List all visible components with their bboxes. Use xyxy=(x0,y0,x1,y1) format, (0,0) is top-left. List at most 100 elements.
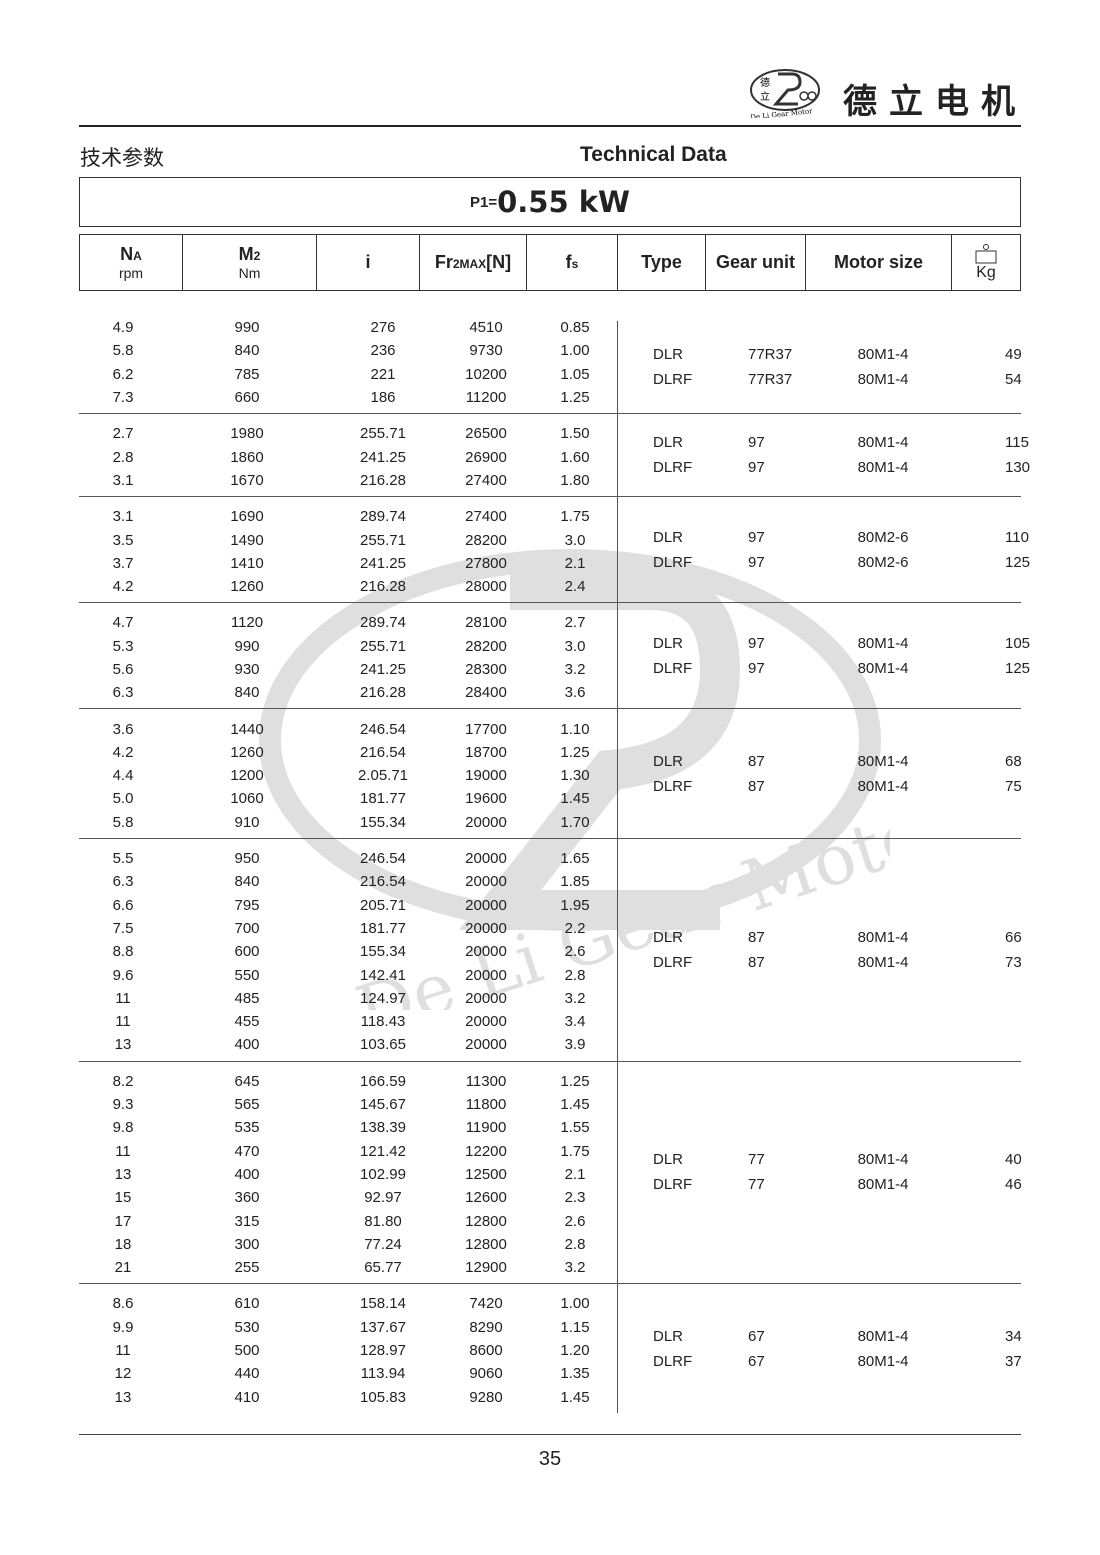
cell-na: 6.2 xyxy=(112,365,134,383)
svg-text:德: 德 xyxy=(760,76,770,89)
cell-na: 8.6 xyxy=(112,1295,134,1313)
cell-fr: 28100 xyxy=(465,614,507,632)
brand-logo: 德 立 De Li Gear Motor xyxy=(750,69,820,118)
cell-m2: 565 xyxy=(234,1096,260,1114)
table-row: 5.8 910 155.34 20000 1.70 xyxy=(79,811,617,834)
cell-i: 118.43 xyxy=(360,1013,406,1031)
cell-m2: 1260 xyxy=(230,578,264,596)
rating-rows: 2.7 1980 255.71 26500 1.50 2.8 1860 241.25 26900… xyxy=(79,414,617,496)
cell-na: 5.0 xyxy=(112,790,134,808)
cell-weight: 110 xyxy=(1005,528,1029,546)
cell-gear-unit: 87 xyxy=(748,953,765,971)
row-group: 4.7 1120 289.74 28100 2.7 5.3 990 255.71 28200 3.… xyxy=(79,603,1030,710)
cell-motor-size: 80M1-4 xyxy=(857,953,909,971)
cell-fs: 1.75 xyxy=(560,508,590,526)
cell-fr: 28000 xyxy=(465,578,507,596)
cell-m2: 1060 xyxy=(230,790,264,808)
table-row: 8.8 600 155.34 20000 2.6 xyxy=(79,940,617,963)
cell-gear-unit: 97 xyxy=(748,634,765,652)
rating-rows: 3.1 1690 289.74 27400 1.75 3.5 1490 255.71 28200… xyxy=(79,497,617,602)
cell-fs: 3.4 xyxy=(564,1013,586,1031)
cell-fs: 1.45 xyxy=(560,790,590,808)
cell-weight: 40 xyxy=(1005,1151,1022,1169)
cell-type: DLR xyxy=(653,346,684,364)
cell-i: 113.94 xyxy=(360,1365,406,1383)
table-row: 5.0 1060 181.77 19600 1.45 xyxy=(79,787,617,810)
cell-m2: 795 xyxy=(234,896,260,914)
table-row: 4.2 1260 216.54 18700 1.25 xyxy=(79,741,617,764)
cell-type: DLR xyxy=(653,634,684,652)
cell-i: 289.74 xyxy=(360,508,406,526)
col-m2: M2 Nm xyxy=(183,235,317,290)
cell-m2: 1200 xyxy=(230,767,264,785)
table-header: NA rpm M2 Nm i Fr2MAX[N] fs Type Gear unit… xyxy=(79,234,1021,291)
cell-na: 9.9 xyxy=(112,1318,134,1336)
cell-fr: 20000 xyxy=(465,989,507,1007)
cell-i: 181.77 xyxy=(360,919,406,937)
cell-na: 9.3 xyxy=(112,1096,134,1114)
cell-weight: 73 xyxy=(1005,953,1022,971)
table-row: 5.5 950 246.54 20000 1.65 xyxy=(79,847,617,870)
cell-type: DLR xyxy=(653,928,684,946)
cell-fr: 26500 xyxy=(465,425,507,443)
cell-fs: 3.0 xyxy=(564,637,586,655)
cell-i: 121.42 xyxy=(360,1142,406,1160)
cell-na: 11 xyxy=(115,1013,131,1031)
spec-line: DLRF 97 80M1-4 125 xyxy=(618,656,1032,681)
cell-m2: 1980 xyxy=(230,425,264,443)
cell-i: 124.97 xyxy=(360,989,406,1007)
cell-fs: 2.4 xyxy=(564,578,586,596)
cell-type: DLRF xyxy=(653,1176,693,1194)
cell-fs: 1.25 xyxy=(560,743,590,761)
cell-fs: 2.3 xyxy=(564,1189,586,1207)
cell-fs: 1.20 xyxy=(560,1342,590,1360)
cell-weight: 125 xyxy=(1005,659,1031,677)
cell-na: 8.2 xyxy=(112,1072,134,1090)
cell-i: 137.67 xyxy=(360,1318,406,1336)
cell-na: 7.5 xyxy=(112,919,134,937)
cell-fr: 8290 xyxy=(469,1318,503,1336)
cell-fr: 11800 xyxy=(465,1096,507,1114)
cell-na: 4.9 xyxy=(112,319,134,337)
cell-gear-unit: 97 xyxy=(748,434,765,452)
cell-fs: 1.15 xyxy=(560,1318,590,1336)
row-group: 5.5 950 246.54 20000 1.65 6.3 840 216.54 20000 1.… xyxy=(79,838,1022,1062)
cell-m2: 700 xyxy=(234,919,260,937)
cell-type: DLR xyxy=(653,1327,684,1345)
cell-fr: 20000 xyxy=(465,850,507,868)
col-i: i xyxy=(317,235,420,290)
row-group: 3.1 1690 289.74 27400 1.75 3.5 1490 255.71 28200… xyxy=(79,497,1030,604)
cell-m2: 455 xyxy=(234,1013,260,1031)
cell-fs: 3.9 xyxy=(564,1036,586,1054)
cell-fr: 9730 xyxy=(469,342,503,360)
cell-fr: 28200 xyxy=(465,637,507,655)
cell-fs: 1.50 xyxy=(560,425,590,443)
cell-weight: 37 xyxy=(1005,1352,1022,1370)
cell-fs: 1.00 xyxy=(560,1295,590,1313)
spec-block: DLR 67 80M1-4 34 DLRF 67 80M1-4 37 xyxy=(617,1284,1032,1413)
cell-fs: 1.95 xyxy=(560,896,590,914)
cell-fr: 28400 xyxy=(465,684,507,702)
cell-fs: 1.45 xyxy=(560,1388,590,1406)
spec-line: DLR 97 80M2-6 110 xyxy=(618,525,1032,550)
table-row: 11 500 128.97 8600 1.20 xyxy=(79,1339,617,1362)
rating-rows: 4.7 1120 289.74 28100 2.7 5.3 990 255.71 28200 3.… xyxy=(79,603,617,708)
spec-block: DLR 87 80M1-4 66 DLRF 87 80M1-4 73 xyxy=(617,838,1032,1061)
spec-block: DLR 77 80M1-4 40 DLRF 77 80M1-4 46 xyxy=(617,1061,1032,1284)
cell-fs: 1.25 xyxy=(560,1072,590,1090)
cell-m2: 910 xyxy=(234,813,260,831)
cell-m2: 1410 xyxy=(230,554,264,572)
cell-m2: 1120 xyxy=(230,614,264,632)
cell-i: 65.77 xyxy=(364,1259,402,1277)
title-cn: 技术参数 xyxy=(80,147,164,170)
spec-line: DLR 87 80M1-4 66 xyxy=(618,925,1032,950)
table-row: 6.3 840 216.54 20000 1.85 xyxy=(79,870,617,893)
cell-i: 105.83 xyxy=(360,1388,406,1406)
cell-motor-size: 80M1-4 xyxy=(857,777,909,795)
cell-i: 155.34 xyxy=(360,943,406,961)
cell-motor-size: 80M2-6 xyxy=(857,528,909,546)
cell-fs: 1.65 xyxy=(560,850,590,868)
power-label: P1= xyxy=(469,193,498,211)
title-en: Technical Data xyxy=(580,143,727,166)
cell-fr: 9280 xyxy=(469,1388,503,1406)
